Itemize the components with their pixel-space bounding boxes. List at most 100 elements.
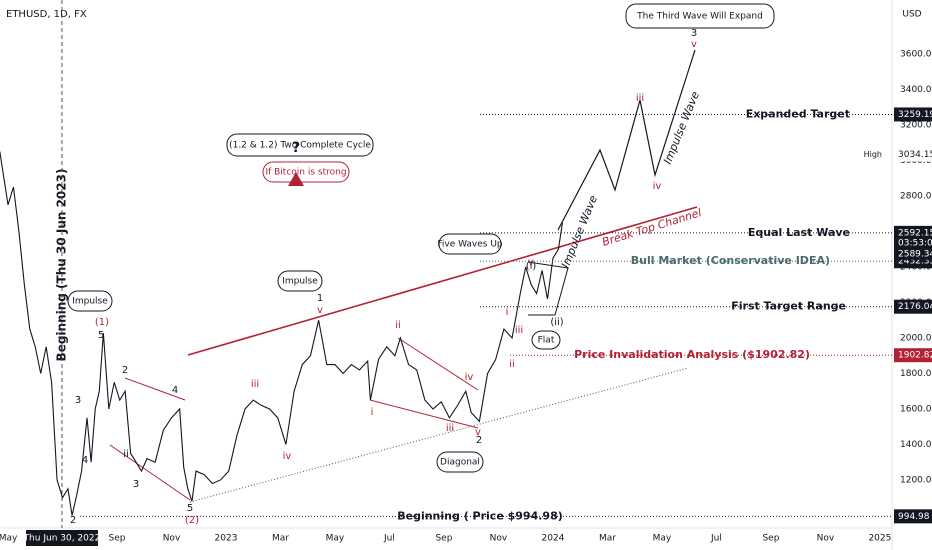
wave-label: 3: [691, 28, 697, 39]
currency: USD: [902, 10, 921, 20]
axis-tag-label: 2592.15: [898, 228, 932, 238]
axis-tag-label: 3259.19: [898, 110, 932, 120]
wave-label: ii: [123, 449, 129, 460]
crosshair-tag: [25, 530, 98, 546]
x-tick-label: Mar: [272, 534, 289, 544]
axis-tag: [894, 247, 932, 260]
callout-text: Flat: [538, 336, 555, 346]
icon: [288, 172, 304, 186]
callout-text: The Third Wave Will Expand: [636, 12, 763, 22]
y-tick-label: 3600.00: [900, 49, 932, 59]
x-tick-label: May: [0, 534, 18, 544]
axis-tag: [894, 509, 932, 524]
x-tick-label: Jul: [710, 534, 722, 544]
level-label: Beginning ( Price $994.98): [397, 509, 563, 522]
channel-top: [187, 206, 698, 356]
callout-box: [67, 290, 113, 312]
axis-tag-label: 2432.33: [898, 257, 932, 267]
x-tick-label: May: [653, 534, 672, 544]
wave-label: (2): [185, 515, 199, 526]
wave-label: i: [506, 307, 509, 318]
callout-box: [226, 133, 374, 157]
wedge-line: [369, 399, 479, 429]
callout-text: Five Waves Up: [437, 240, 503, 250]
channel-bottom: [189, 367, 689, 503]
level-label: Price Invalidation Analysis ($1902.82): [574, 348, 810, 361]
wave-label: iii: [446, 423, 454, 434]
wave-label: iv: [465, 372, 474, 383]
wave-label: 2: [476, 435, 482, 446]
vertical-note: Beginning (Thu 30 Jun 2023): [55, 169, 69, 362]
level-label: Expanded Target: [746, 107, 850, 120]
axis-tag: [894, 236, 932, 249]
x-tick-label: Sep: [109, 534, 126, 544]
level-label: First Target Range: [731, 300, 846, 313]
wave-label: 1: [317, 293, 323, 304]
x-tick-label: 2023: [215, 534, 238, 544]
wave-label: i: [371, 407, 374, 418]
axis-tag-label: 03:53:09: [898, 238, 932, 248]
y-tick-label: 1800.00: [900, 369, 932, 379]
axis-tag: [894, 107, 932, 122]
wave-label: 4: [172, 385, 178, 396]
axis-tag: [894, 147, 932, 162]
projection: [557, 49, 696, 231]
axis-tag-label: 3034.15: [898, 150, 932, 160]
callout-box: [262, 161, 350, 183]
x-tick-label: Sep: [435, 534, 452, 544]
wave-label: v: [475, 427, 481, 438]
wave-label: ii: [395, 320, 401, 331]
callout-box: [277, 270, 323, 292]
flat-box: [527, 261, 569, 316]
axis-tag-label: 2589.34: [898, 249, 932, 259]
wedge-line: [124, 377, 186, 401]
icon: ?: [292, 140, 300, 156]
wave-label: 5: [98, 330, 104, 341]
x-tick-label: Nov: [163, 534, 181, 544]
wave-label: ii: [509, 359, 515, 370]
axis-tag-label: 994.98: [898, 512, 930, 522]
x-tick-label: Nov: [817, 534, 835, 544]
y-tick-label: 3200.00: [900, 120, 932, 130]
wave-label: 4: [82, 455, 88, 466]
callout-box: [438, 233, 502, 255]
axis-tag-label: 1902.82: [898, 351, 932, 361]
wave-label: 2: [70, 515, 76, 526]
wedge-line: [109, 444, 191, 501]
level-label: High: [864, 150, 882, 159]
level-label: Equal Last Wave: [748, 226, 850, 239]
axis-tag: [894, 299, 932, 314]
level-label: Bull Market (Conservative IDEA): [631, 254, 830, 267]
wedge-line: [397, 337, 479, 391]
crosshair-label: Thu Jun 30, 2022: [23, 534, 101, 544]
y-tick-label: 2000.00: [900, 333, 932, 343]
wave-label: 5: [187, 503, 193, 514]
callout-text: Diagonal: [440, 458, 480, 468]
y-tick-label: 3400.00: [900, 85, 932, 95]
wave-label: v: [691, 39, 697, 50]
callout-box: [436, 451, 484, 473]
callout-box: [625, 3, 775, 29]
wave-label: 3: [75, 395, 81, 406]
callout-text: Impulse: [282, 277, 318, 287]
x-tick-label: Jul: [383, 534, 395, 544]
y-tick-label: 2800.00: [900, 191, 932, 201]
wave-label: v: [317, 305, 323, 316]
x-tick-label: 2025: [868, 534, 891, 544]
y-tick-label: 1600.00: [900, 404, 932, 414]
wave-label: iii: [515, 325, 523, 336]
price-line: [0, 151, 564, 516]
callout-text: (1.2 & 1.2) Two Complete Cycle: [229, 141, 371, 151]
wave-label: 2: [122, 365, 128, 376]
wave-label: iii: [636, 93, 644, 104]
x-tick-label: May: [326, 534, 345, 544]
wave-label: (i): [526, 261, 537, 272]
wave-label: iv: [653, 181, 662, 192]
callout-box: [531, 330, 561, 350]
wave-label: iv: [283, 451, 292, 462]
axis-tag: [894, 225, 932, 240]
y-tick-label: 1400.00: [900, 440, 932, 450]
title: ETHUSD, 1D, FX: [6, 9, 87, 20]
axis-tag-label: 2176.04: [898, 302, 932, 312]
